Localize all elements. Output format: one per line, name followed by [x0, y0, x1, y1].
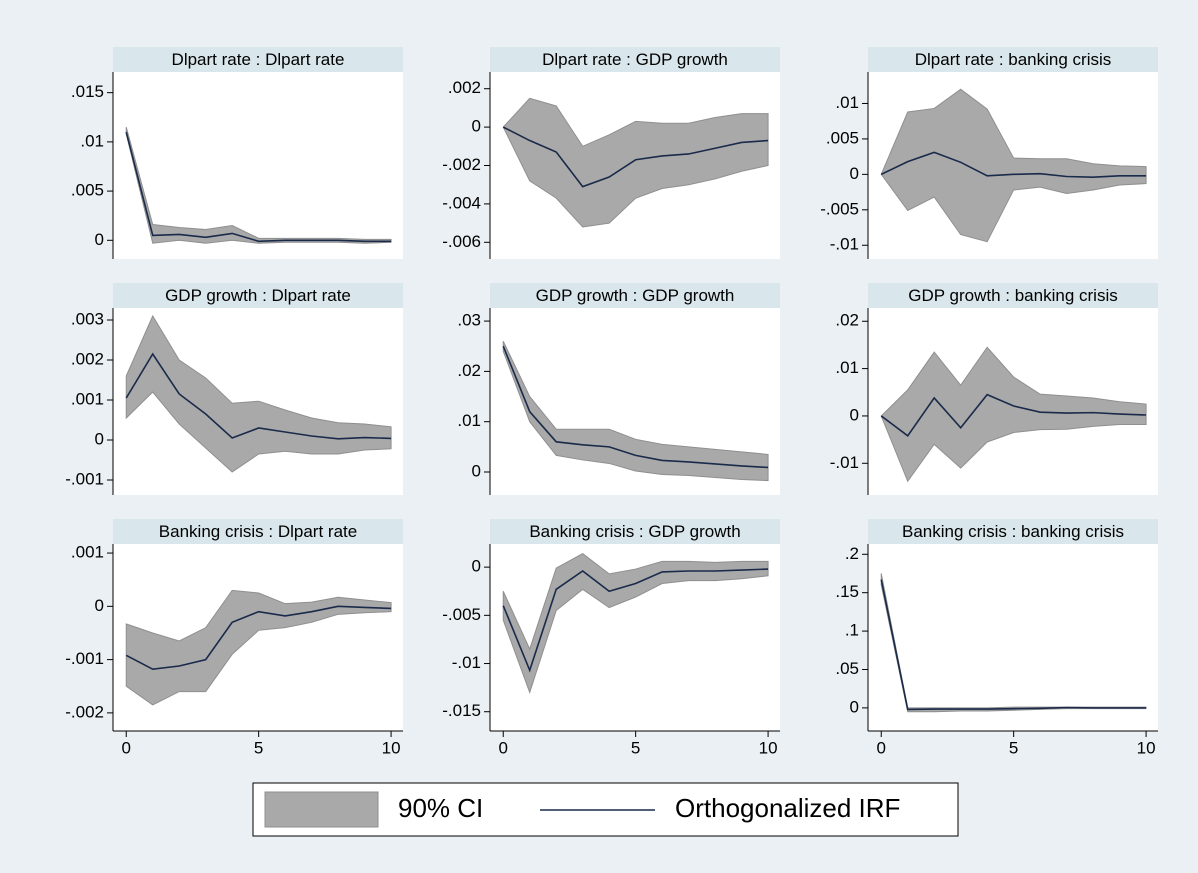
- y-tick-label: .05: [835, 659, 859, 678]
- x-tick-label: 10: [759, 738, 778, 757]
- legend-label: 90% CI: [398, 793, 483, 823]
- y-tick-label: .03: [457, 311, 481, 330]
- irf-line: [880, 151, 1147, 178]
- y-tick-label: -.01: [830, 235, 859, 254]
- y-tick-label: .002: [71, 349, 104, 368]
- y-tick-label: .01: [835, 93, 859, 112]
- y-tick-label: -.015: [442, 701, 481, 720]
- y-tick-label: .1: [845, 621, 859, 640]
- strip: [868, 283, 1158, 308]
- strip: [113, 47, 403, 72]
- strip: [113, 283, 403, 308]
- ci-band: [125, 314, 392, 473]
- strip: [490, 283, 780, 308]
- strip: [868, 519, 1158, 544]
- y-tick-label: 0: [850, 405, 859, 424]
- y-tick-label: 0: [472, 117, 481, 136]
- strip: [490, 47, 780, 72]
- x-tick-label: 5: [254, 738, 263, 757]
- ci-band: [502, 340, 769, 482]
- panel-title: Dlpart rate : Dlpart rate: [172, 50, 345, 69]
- irf-line: [125, 131, 392, 243]
- y-tick-label: 0: [850, 697, 859, 716]
- y-tick-label: 0: [850, 164, 859, 183]
- y-tick-label: .02: [457, 361, 481, 380]
- y-tick-label: -.005: [820, 199, 859, 218]
- ci-band: [125, 126, 392, 244]
- ci-band: [125, 589, 392, 706]
- y-tick-label: .005: [71, 181, 104, 200]
- x-tick-label: 10: [382, 738, 401, 757]
- irf-line: [880, 579, 1147, 711]
- y-tick-label: -.004: [442, 193, 481, 212]
- y-tick-label: .01: [835, 358, 859, 377]
- y-tick-label: .002: [448, 78, 481, 97]
- x-tick-label: 0: [877, 738, 886, 757]
- y-tick-label: .2: [845, 544, 859, 563]
- y-tick-label: -.005: [442, 605, 481, 624]
- y-tick-label: .005: [826, 128, 859, 147]
- y-tick-label: 0: [95, 230, 104, 249]
- y-tick-label: -.002: [65, 702, 104, 721]
- strip: [868, 47, 1158, 72]
- y-tick-label: .001: [71, 543, 104, 562]
- y-tick-label: .02: [835, 311, 859, 330]
- irf-line: [502, 568, 769, 673]
- ci-band: [502, 97, 769, 228]
- y-tick-label: 0: [95, 429, 104, 448]
- strip: [490, 519, 780, 544]
- y-tick-label: -.002: [442, 155, 481, 174]
- y-tick-label: .15: [835, 582, 859, 601]
- x-tick-label: 10: [1137, 738, 1156, 757]
- panel-title: GDP growth : Dlpart rate: [165, 286, 351, 305]
- x-tick-label: 5: [631, 738, 640, 757]
- y-tick-label: .01: [457, 411, 481, 430]
- x-tick-label: 0: [122, 738, 131, 757]
- irf-line: [125, 605, 392, 671]
- y-tick-label: -.006: [442, 232, 481, 251]
- legend-label: Orthogonalized IRF: [675, 793, 900, 823]
- y-tick-label: 0: [95, 596, 104, 615]
- irf-line: [880, 393, 1147, 437]
- panel-title: GDP growth : GDP growth: [536, 286, 735, 305]
- y-tick-label: .01: [80, 131, 104, 150]
- y-tick-label: -.01: [830, 453, 859, 472]
- irf-line: [125, 352, 392, 440]
- y-tick-label: .015: [71, 82, 104, 101]
- irf-line: [502, 126, 769, 188]
- y-tick-label: -.01: [452, 653, 481, 672]
- plot-area: [868, 544, 1158, 731]
- panel-title: Banking crisis : banking crisis: [902, 522, 1124, 541]
- ci-band: [502, 553, 769, 694]
- legend-swatch: [264, 791, 379, 828]
- y-tick-label: -.001: [65, 649, 104, 668]
- panel-title: Banking crisis : Dlpart rate: [159, 522, 357, 541]
- y-tick-label: -.001: [65, 469, 104, 488]
- panel-title: Banking crisis : GDP growth: [529, 522, 740, 541]
- panel-title: Dlpart rate : banking crisis: [915, 50, 1112, 69]
- irf-line: [502, 345, 769, 469]
- panel-title: GDP growth : banking crisis: [908, 286, 1117, 305]
- strip: [113, 519, 403, 544]
- y-tick-label: 0: [472, 461, 481, 480]
- panel-title: Dlpart rate : GDP growth: [542, 50, 728, 69]
- y-tick-label: .003: [71, 309, 104, 328]
- x-tick-label: 0: [499, 738, 508, 757]
- x-tick-label: 5: [1009, 738, 1018, 757]
- y-tick-label: .001: [71, 389, 104, 408]
- y-tick-label: 0: [472, 557, 481, 576]
